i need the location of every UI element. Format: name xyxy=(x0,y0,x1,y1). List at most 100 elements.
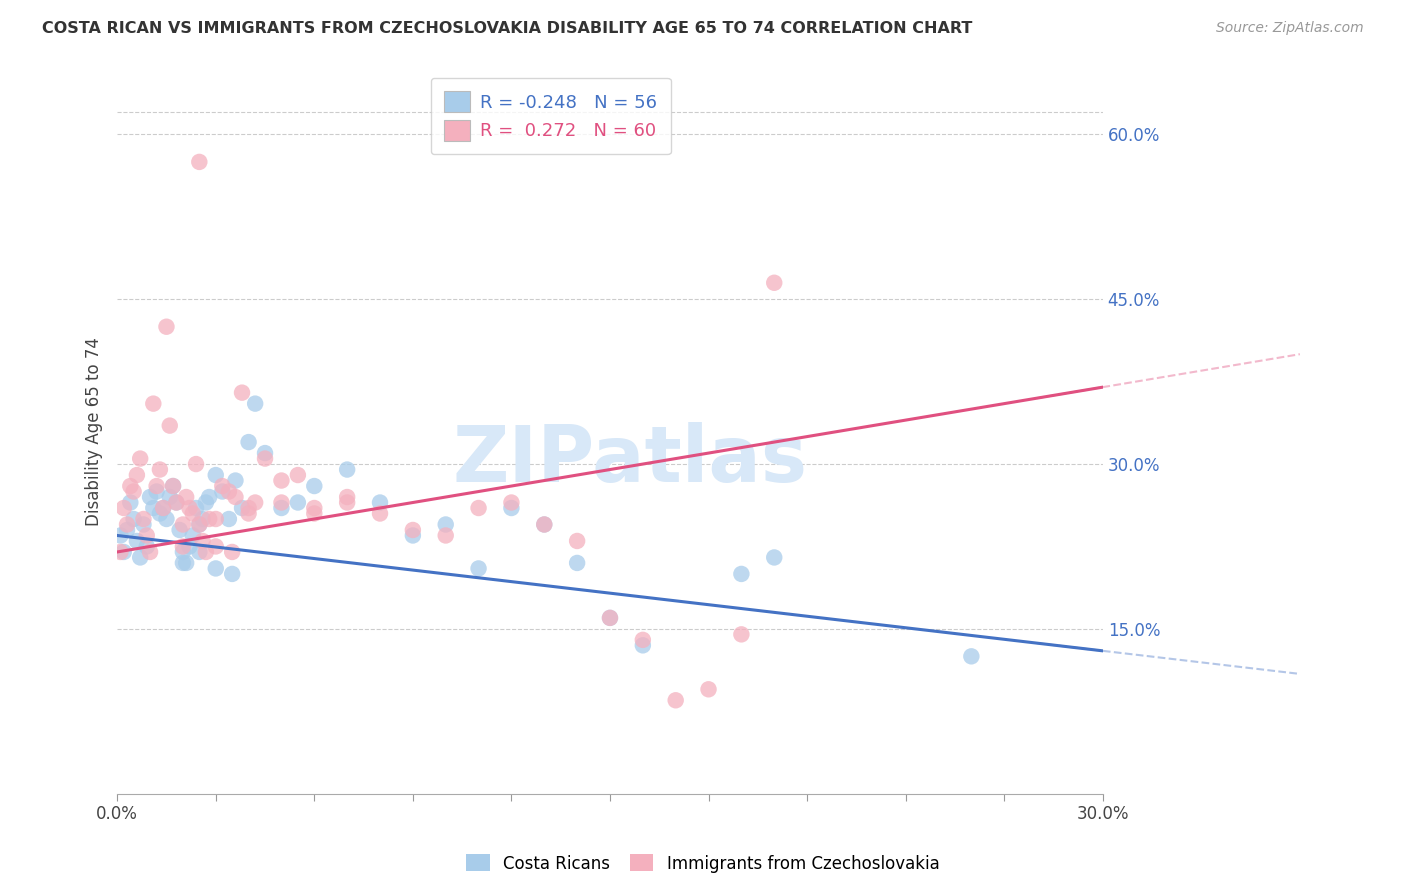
Point xyxy=(231,385,253,400)
Point xyxy=(238,501,260,516)
Point xyxy=(162,479,184,493)
Point xyxy=(533,517,555,532)
Point xyxy=(204,561,226,575)
Point xyxy=(188,155,211,169)
Point xyxy=(179,501,201,516)
Point xyxy=(697,682,720,697)
Point xyxy=(169,523,191,537)
Point xyxy=(565,556,588,570)
Point xyxy=(467,501,489,516)
Point xyxy=(204,540,226,554)
Point xyxy=(155,319,177,334)
Point xyxy=(221,545,243,559)
Point xyxy=(599,611,621,625)
Point xyxy=(174,490,197,504)
Point xyxy=(184,457,207,471)
Point xyxy=(336,462,359,476)
Point xyxy=(434,528,457,542)
Point xyxy=(368,507,391,521)
Point xyxy=(110,528,132,542)
Text: ZIPatlas: ZIPatlas xyxy=(453,422,807,498)
Point xyxy=(181,507,204,521)
Point xyxy=(198,490,221,504)
Point xyxy=(599,611,621,625)
Point xyxy=(162,479,184,493)
Text: COSTA RICAN VS IMMIGRANTS FROM CZECHOSLOVAKIA DISABILITY AGE 65 TO 74 CORRELATIO: COSTA RICAN VS IMMIGRANTS FROM CZECHOSLO… xyxy=(42,21,973,36)
Point xyxy=(139,545,162,559)
Point xyxy=(132,512,155,526)
Point xyxy=(631,632,654,647)
Point xyxy=(665,693,688,707)
Point xyxy=(221,566,243,581)
Point xyxy=(218,512,240,526)
Point xyxy=(402,528,425,542)
Point xyxy=(467,561,489,575)
Point xyxy=(188,517,211,532)
Point xyxy=(336,495,359,509)
Point xyxy=(165,495,187,509)
Point xyxy=(120,479,142,493)
Point xyxy=(179,540,201,554)
Point xyxy=(434,517,457,532)
Point xyxy=(270,495,292,509)
Point xyxy=(194,495,217,509)
Point xyxy=(533,517,555,532)
Point xyxy=(198,512,221,526)
Legend: R = -0.248   N = 56, R =  0.272   N = 60: R = -0.248 N = 56, R = 0.272 N = 60 xyxy=(430,78,671,154)
Point xyxy=(132,517,155,532)
Point xyxy=(304,507,326,521)
Point xyxy=(224,474,246,488)
Point xyxy=(238,435,260,450)
Point xyxy=(631,638,654,652)
Point xyxy=(135,540,157,554)
Point xyxy=(287,495,309,509)
Point xyxy=(122,512,145,526)
Point xyxy=(501,501,523,516)
Point xyxy=(152,501,174,516)
Point xyxy=(218,484,240,499)
Point xyxy=(191,512,214,526)
Point xyxy=(174,556,197,570)
Point xyxy=(188,517,211,532)
Point xyxy=(730,566,752,581)
Point xyxy=(125,468,148,483)
Point xyxy=(115,523,138,537)
Legend: Costa Ricans, Immigrants from Czechoslovakia: Costa Ricans, Immigrants from Czechoslov… xyxy=(460,847,946,880)
Point xyxy=(149,462,172,476)
Point xyxy=(336,490,359,504)
Point xyxy=(191,533,214,548)
Point xyxy=(204,512,226,526)
Point xyxy=(122,484,145,499)
Point xyxy=(165,495,187,509)
Point xyxy=(565,533,588,548)
Point xyxy=(172,556,194,570)
Point xyxy=(253,451,276,466)
Point xyxy=(231,501,253,516)
Point xyxy=(142,396,165,410)
Point xyxy=(270,501,292,516)
Point xyxy=(501,495,523,509)
Point xyxy=(135,528,157,542)
Point xyxy=(204,468,226,483)
Point xyxy=(238,507,260,521)
Point xyxy=(402,523,425,537)
Point xyxy=(730,627,752,641)
Point xyxy=(159,418,181,433)
Point xyxy=(304,501,326,516)
Point xyxy=(145,484,167,499)
Point xyxy=(243,495,266,509)
Point xyxy=(960,649,983,664)
Point xyxy=(287,468,309,483)
Point xyxy=(181,528,204,542)
Point xyxy=(253,446,276,460)
Point xyxy=(194,545,217,559)
Point xyxy=(112,501,135,516)
Point xyxy=(368,495,391,509)
Point xyxy=(142,501,165,516)
Point xyxy=(172,545,194,559)
Point xyxy=(172,540,194,554)
Point xyxy=(211,479,233,493)
Point xyxy=(270,474,292,488)
Text: Source: ZipAtlas.com: Source: ZipAtlas.com xyxy=(1216,21,1364,35)
Point xyxy=(155,512,177,526)
